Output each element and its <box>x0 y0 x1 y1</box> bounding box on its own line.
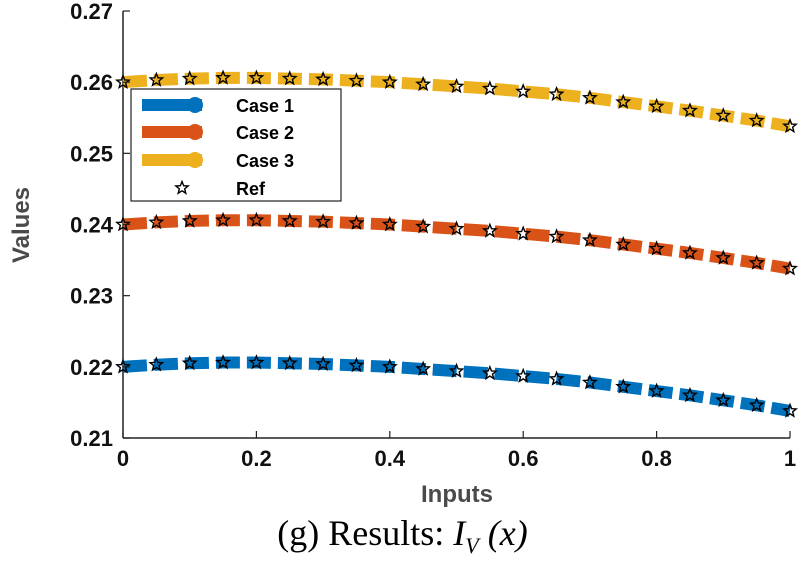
figure-caption: (g) Results: IV (x) <box>0 512 805 559</box>
ref-star-marker <box>481 222 498 238</box>
ref-star-marker <box>248 354 265 370</box>
ref-star-marker <box>515 367 532 383</box>
ref-star-marker <box>381 358 398 374</box>
ref-star-marker <box>114 73 132 89</box>
x-axis-label: Inputs <box>421 481 493 508</box>
ref-star-marker <box>448 220 465 236</box>
ref-star-marker <box>781 117 799 134</box>
y-tick-label: 0.23 <box>70 284 113 309</box>
ref-star-marker <box>615 378 632 394</box>
ref-star-marker <box>281 70 298 86</box>
series-line-case-2 <box>122 214 792 275</box>
ref-star-marker <box>715 107 732 123</box>
ref-star-marker <box>581 231 598 247</box>
y-tick-label: 0.27 <box>70 0 113 24</box>
ref-star-marker <box>448 78 465 94</box>
ref-star-marker <box>215 211 232 228</box>
series-line-case-3 <box>122 71 792 133</box>
legend-marker-case-3 <box>187 152 203 168</box>
ref-star-marker <box>615 93 632 109</box>
ref-star-marker <box>381 73 398 89</box>
ref-star-marker <box>648 240 665 256</box>
ref-star-marker <box>114 358 132 374</box>
ref-star-marker <box>581 89 598 105</box>
ref-star-marker <box>181 70 198 86</box>
ref-star-marker <box>415 360 432 376</box>
ref-star-marker <box>148 71 165 87</box>
chart: 0 0.2 0.4 0.6 0.8 1 0.21 0.22 0.23 0.24 0.25 0.26 0.… <box>8 0 799 508</box>
series-layer <box>114 69 799 418</box>
x-tick-label: 0 <box>117 446 129 471</box>
ref-star-marker <box>781 402 799 418</box>
ref-star-marker <box>748 254 765 270</box>
legend-label-ref: Ref <box>236 179 266 199</box>
ref-star-marker <box>715 391 732 408</box>
caption-argument: (x) <box>487 513 528 553</box>
legend-label-case-3: Case 3 <box>236 151 294 171</box>
y-tick-label: 0.26 <box>70 70 113 95</box>
legend-label-case-1: Case 1 <box>236 96 294 116</box>
ref-star-marker <box>248 69 265 85</box>
ref-star-marker <box>148 213 165 230</box>
series-line-case-1 <box>122 356 792 417</box>
x-tick-label: 0.4 <box>375 446 406 471</box>
ref-star-marker <box>748 396 765 413</box>
ref-star-marker <box>681 386 698 403</box>
legend: Case 1 Case 2 Case 3 Ref <box>130 88 342 202</box>
ref-star-marker <box>648 97 665 114</box>
y-tick-label: 0.22 <box>70 355 113 380</box>
ref-star-marker <box>448 362 465 378</box>
ref-star-marker <box>548 228 565 244</box>
ref-star-marker <box>281 212 298 228</box>
ref-star-marker <box>415 75 432 92</box>
legend-marker-case-1 <box>187 97 203 113</box>
ref-star-marker <box>681 244 698 260</box>
ref-star-marker <box>215 354 232 370</box>
ref-star-marker <box>348 72 365 88</box>
ref-star-marker <box>148 356 165 372</box>
ref-star-marker <box>348 214 365 230</box>
ref-star-marker <box>181 212 198 228</box>
caption-symbol: I <box>453 513 466 553</box>
ref-star-marker <box>581 374 598 390</box>
legend-label-case-2: Case 2 <box>236 123 294 143</box>
x-tick-label: 0.6 <box>508 446 539 471</box>
ref-star-marker <box>748 112 765 128</box>
ref-star-marker <box>381 216 398 232</box>
ref-star-marker <box>248 211 265 228</box>
ref-star-marker <box>481 80 498 96</box>
ref-star-marker <box>348 356 365 373</box>
ref-star-marker <box>515 82 532 99</box>
ref-star-marker <box>548 85 565 102</box>
y-tick-label: 0.25 <box>70 141 113 166</box>
ref-star-marker <box>315 213 332 229</box>
x-tick-label: 0.8 <box>641 446 672 471</box>
ref-star-marker <box>181 354 198 371</box>
caption-prefix: (g) Results: <box>277 513 445 553</box>
x-tick-label: 0.2 <box>241 446 272 471</box>
ref-star-marker <box>548 370 565 386</box>
legend-marker-case-2 <box>187 124 203 140</box>
x-tick-label: 1 <box>784 446 796 471</box>
ref-star-marker <box>681 102 698 118</box>
ref-star-marker <box>515 225 532 241</box>
ref-star-marker <box>648 382 665 398</box>
ref-star-marker <box>114 216 132 232</box>
ref-star-marker <box>481 364 498 381</box>
ref-star-marker <box>715 249 732 265</box>
ref-star-marker <box>315 70 332 87</box>
y-tick-label: 0.21 <box>70 426 113 451</box>
ticks-layer: 0 0.2 0.4 0.6 0.8 1 0.21 0.22 0.23 0.24 0.25 0.26 0.… <box>70 0 796 471</box>
ref-star-marker <box>615 236 632 252</box>
caption-subscript: V <box>465 533 479 559</box>
ref-star-marker <box>281 354 298 371</box>
y-tick-label: 0.24 <box>70 213 114 238</box>
ref-star-marker <box>315 355 332 371</box>
legend-marker-ref <box>173 179 191 195</box>
y-axis-label: Values <box>8 187 35 263</box>
ref-star-marker <box>415 218 432 234</box>
ref-star-marker <box>781 260 799 276</box>
ref-star-marker <box>215 69 232 85</box>
